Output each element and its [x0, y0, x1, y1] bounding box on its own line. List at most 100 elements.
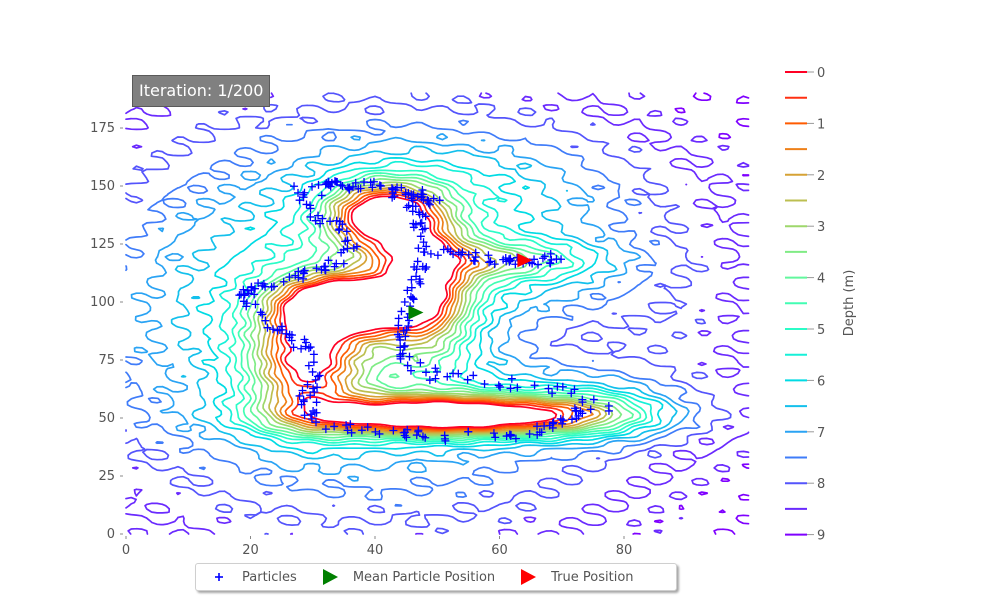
particle-marker	[401, 190, 410, 199]
colorbar-tick-label: 8	[817, 477, 825, 492]
particle-marker	[589, 395, 598, 404]
contour-level-1	[125, 92, 750, 535]
particle-marker	[352, 242, 361, 251]
position-markers	[408, 253, 533, 320]
particle-marker	[570, 385, 579, 394]
particle-marker	[406, 366, 415, 375]
particle-marker	[347, 428, 356, 437]
particle-marker	[314, 211, 323, 220]
particle-marker	[548, 389, 557, 398]
iteration-counter: Iteration: 1/200	[132, 75, 271, 107]
particle-marker	[299, 274, 308, 283]
particle-marker	[299, 268, 308, 277]
particle-marker	[375, 181, 384, 190]
particle-marker	[431, 374, 440, 383]
x-tick-label: 80	[616, 543, 633, 558]
particle-marker	[250, 284, 259, 293]
particle-marker	[259, 279, 268, 288]
particle-marker	[446, 247, 455, 256]
particle-marker	[496, 382, 505, 391]
legend-item-true-position: True Position	[517, 568, 634, 586]
particle-marker	[464, 427, 473, 436]
particle-marker	[419, 247, 428, 256]
particle-marker	[335, 224, 344, 233]
particle-marker	[422, 242, 431, 251]
particle-marker	[557, 255, 566, 264]
particle-marker	[414, 244, 423, 253]
particle-marker	[484, 251, 493, 260]
particle-marker	[578, 395, 587, 404]
particle-marker	[308, 182, 317, 191]
particle-marker	[513, 383, 522, 392]
particle-marker	[321, 425, 330, 434]
particle-marker	[533, 422, 542, 431]
particle-marker	[285, 273, 294, 282]
x-tick-label: 20	[242, 543, 259, 558]
particle-marker	[431, 364, 440, 373]
particle-marker	[389, 426, 398, 435]
true-position-marker	[517, 253, 533, 268]
x-tick-label: 0	[122, 543, 130, 558]
particle-marker	[398, 349, 407, 358]
legend-item-particles: Particles	[208, 568, 297, 586]
particle-marker	[342, 421, 351, 430]
particle-marker	[304, 361, 313, 370]
particle-marker	[306, 204, 315, 213]
colorbar-tick-label: 5	[817, 323, 825, 338]
particle-marker	[402, 203, 411, 212]
particle-marker	[547, 255, 556, 264]
particle-marker	[239, 297, 248, 306]
particle-marker	[425, 376, 434, 385]
particle-marker	[502, 432, 511, 441]
particle-marker	[360, 178, 369, 187]
particle-marker	[439, 245, 448, 254]
particle-marker	[571, 406, 580, 415]
particle-marker	[312, 398, 321, 407]
particle-marker	[303, 380, 312, 389]
particle-marker	[586, 405, 595, 414]
particle-marker	[294, 188, 303, 197]
particle-marker	[407, 283, 416, 292]
particle-marker	[530, 255, 539, 264]
particle-marker	[302, 338, 311, 347]
particle-marker	[456, 250, 465, 259]
particle-marker	[309, 350, 318, 359]
particle-marker	[273, 326, 282, 335]
particle-marker	[300, 266, 309, 275]
particle-marker	[489, 429, 498, 438]
particle-marker	[463, 375, 472, 384]
y-tick-label: 25	[98, 469, 115, 484]
particle-marker	[403, 361, 412, 370]
particle-marker	[388, 193, 397, 202]
particle-marker	[345, 185, 354, 194]
particle-marker	[310, 387, 319, 396]
particle-marker	[505, 255, 514, 264]
y-tick-label: 175	[90, 121, 115, 136]
particle-marker	[332, 259, 341, 268]
particle-marker	[269, 282, 278, 291]
particle-marker	[368, 183, 377, 192]
plus-marker-icon	[215, 573, 223, 581]
particle-marker	[416, 358, 425, 367]
particle-marker	[394, 314, 403, 323]
particle-marker	[486, 257, 495, 266]
particle-marker	[315, 371, 324, 380]
particle-marker	[307, 414, 316, 423]
particle-marker	[258, 310, 267, 319]
particle-marker	[491, 433, 500, 442]
depth-colorbar: 0 1 2 3 4 5 6 7 8 9 Depth (m)	[785, 66, 857, 544]
colorbar-tick-label: 3	[817, 220, 825, 235]
x-tick-label: 40	[367, 543, 384, 558]
colorbar-tick-label: 1	[817, 117, 825, 132]
particle-marker	[400, 431, 409, 440]
x-tick-label: 60	[491, 543, 508, 558]
legend-label-mean-position: Mean Particle Position	[352, 569, 496, 585]
particle-marker	[544, 384, 553, 393]
particle-marker	[469, 371, 478, 380]
legend-label-particles: Particles	[242, 569, 297, 585]
particle-marker	[306, 391, 315, 400]
particle-marker	[412, 272, 421, 281]
particle-marker	[506, 384, 515, 393]
particle-marker	[343, 244, 352, 253]
green-triangle-icon	[322, 569, 338, 585]
